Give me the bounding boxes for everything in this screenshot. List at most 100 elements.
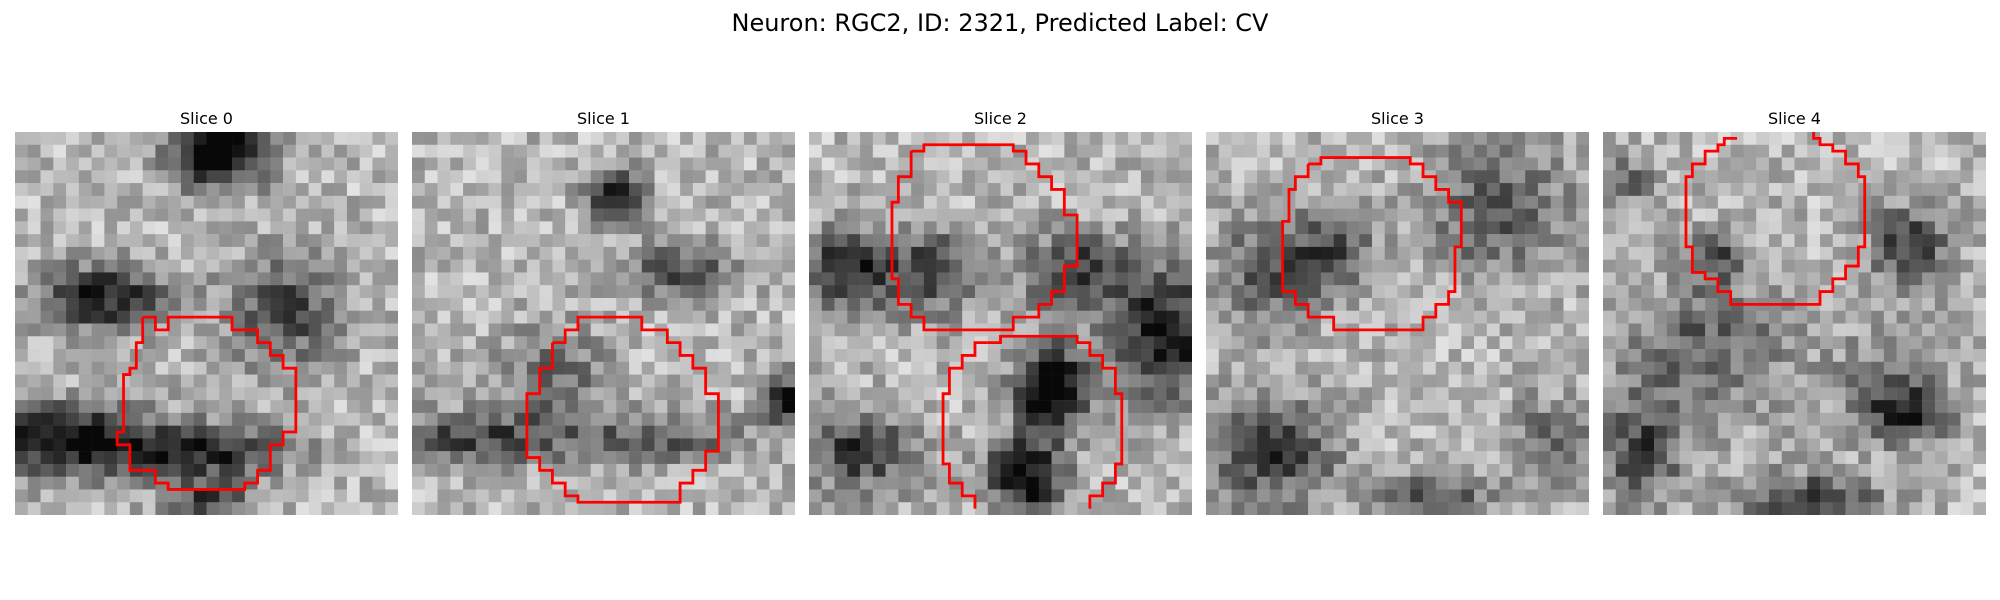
pixel xyxy=(1077,259,1091,273)
pixel xyxy=(949,297,963,311)
pixel xyxy=(590,387,604,401)
pixel xyxy=(834,208,848,222)
pixel xyxy=(1820,272,1834,286)
pixel xyxy=(1089,438,1103,452)
pixel xyxy=(15,476,29,490)
pixel xyxy=(552,272,566,286)
pixel xyxy=(1537,297,1551,311)
pixel xyxy=(526,208,540,222)
pixel xyxy=(1832,208,1846,222)
pixel xyxy=(1743,183,1757,197)
pixel xyxy=(463,412,477,426)
pixel xyxy=(1705,208,1719,222)
pixel xyxy=(1858,246,1872,260)
pixel xyxy=(1973,463,1986,477)
pixel xyxy=(129,132,143,146)
pixel xyxy=(847,400,861,414)
pixel xyxy=(1768,310,1782,324)
pixel xyxy=(1038,183,1052,197)
pixel xyxy=(270,195,284,209)
pixel xyxy=(1603,489,1617,503)
pixel xyxy=(885,144,899,158)
pixel xyxy=(1807,412,1821,426)
pixel xyxy=(1474,259,1488,273)
pixel xyxy=(1499,502,1513,515)
pixel xyxy=(667,310,681,324)
pixel xyxy=(424,144,438,158)
pixel xyxy=(1026,425,1040,439)
pixel xyxy=(1320,208,1334,222)
pixel xyxy=(1820,476,1834,490)
pixel xyxy=(129,412,143,426)
pixel xyxy=(1512,387,1526,401)
pixel xyxy=(78,221,92,235)
pixel xyxy=(514,246,528,260)
pixel xyxy=(450,157,464,171)
pixel xyxy=(821,336,835,350)
pixel xyxy=(743,336,757,350)
pixel xyxy=(1359,425,1373,439)
pixel xyxy=(1576,412,1589,426)
pixel xyxy=(1615,336,1629,350)
pixel xyxy=(1756,425,1770,439)
pixel xyxy=(565,374,579,388)
pixel xyxy=(40,349,54,363)
pixel xyxy=(834,412,848,426)
pixel xyxy=(1858,374,1872,388)
pixel xyxy=(15,425,29,439)
pixel xyxy=(872,297,886,311)
pixel xyxy=(718,183,732,197)
pixel xyxy=(641,208,655,222)
pixel xyxy=(15,144,29,158)
pixel xyxy=(1269,451,1283,465)
pixel xyxy=(911,438,925,452)
pixel xyxy=(590,336,604,350)
pixel xyxy=(1896,374,1910,388)
pixel xyxy=(1871,323,1885,337)
pixel xyxy=(193,297,207,311)
pixel xyxy=(949,502,963,515)
pixel xyxy=(1550,183,1564,197)
pixel xyxy=(1013,502,1027,515)
pixel xyxy=(1077,234,1091,248)
pixel xyxy=(1077,489,1091,503)
pixel xyxy=(53,144,67,158)
pixel xyxy=(1153,476,1167,490)
pixel xyxy=(603,438,617,452)
pixel xyxy=(424,195,438,209)
pixel xyxy=(743,412,757,426)
pixel xyxy=(1359,476,1373,490)
pixel xyxy=(1692,451,1706,465)
pixel xyxy=(1922,425,1936,439)
pixel xyxy=(1486,157,1500,171)
pixel xyxy=(78,336,92,350)
pixel xyxy=(898,451,912,465)
pixel xyxy=(346,208,360,222)
pixel xyxy=(1756,387,1770,401)
pixel xyxy=(552,285,566,299)
pixel xyxy=(1730,221,1744,235)
pixel xyxy=(936,336,950,350)
pixel xyxy=(974,400,988,414)
pixel xyxy=(1692,412,1706,426)
pixel xyxy=(923,195,937,209)
pixel xyxy=(809,400,823,414)
pixel xyxy=(974,170,988,184)
pixel xyxy=(1679,502,1693,515)
pixel xyxy=(1781,349,1795,363)
pixel xyxy=(1628,272,1642,286)
pixel xyxy=(1499,361,1513,375)
pixel xyxy=(53,208,67,222)
pixel xyxy=(1166,323,1180,337)
pixel xyxy=(1026,463,1040,477)
pixel xyxy=(898,387,912,401)
pixel xyxy=(1537,310,1551,324)
pixel xyxy=(1166,489,1180,503)
pixel xyxy=(1666,285,1680,299)
pixel xyxy=(577,183,591,197)
pixel xyxy=(1371,425,1385,439)
pixel xyxy=(847,246,861,260)
pixel xyxy=(1026,234,1040,248)
pixel xyxy=(1896,387,1910,401)
pixel xyxy=(603,234,617,248)
